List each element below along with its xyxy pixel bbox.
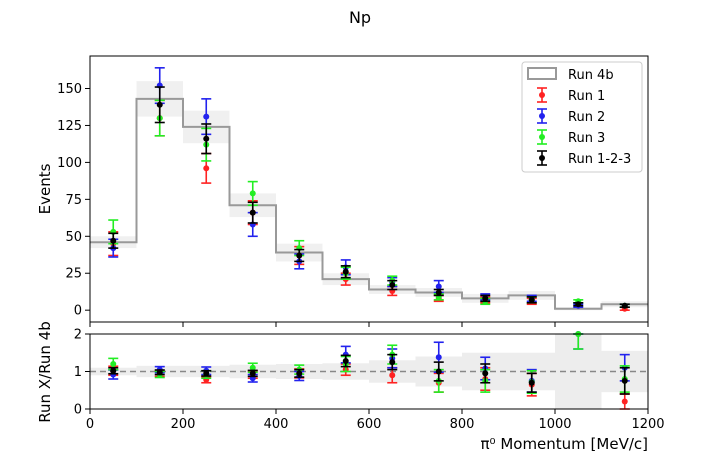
data-point (296, 252, 303, 259)
data-point (156, 369, 163, 376)
data-point (435, 289, 442, 296)
data-point (389, 359, 396, 366)
data-point (249, 364, 256, 371)
legend-items: Run 4b Run 1 Run 2 Run 3 Run 1-2-3 (527, 67, 631, 167)
legend-swatch-run-3 (537, 129, 547, 145)
x-axis: 0 200 400 600 800 1000 1200 (86, 409, 665, 432)
y-tick-label: 0 (74, 304, 82, 319)
y-tick-label: 100 (57, 156, 82, 171)
data-point (203, 370, 210, 377)
y-tick-label: 2 (74, 328, 82, 343)
y-tick-label: 1 (74, 365, 82, 380)
x-axis-label: π⁰ Momentum [MeV/c] (481, 435, 648, 453)
series-run-1-2-3 (108, 353, 630, 395)
data-point (342, 268, 349, 275)
top-panel: 0 25 50 75 100 125 150 Events (36, 55, 649, 327)
data-series (108, 67, 630, 312)
legend-swatch-run-4b (527, 67, 557, 80)
legend: Run 4b Run 1 Run 2 Run 3 Run 1-2-3 (521, 61, 643, 173)
data-point (528, 296, 535, 303)
ratio-y-axis-label: Run X/Run 4b (36, 321, 54, 422)
legend-label-run-3: Run 3 (568, 131, 605, 146)
data-point (482, 295, 489, 302)
data-point (389, 372, 396, 379)
data-point (528, 379, 535, 386)
data-point (389, 282, 396, 289)
y-tick-label: 25 (65, 267, 82, 282)
legend-marker (539, 113, 545, 119)
data-point (296, 370, 303, 377)
legend-frame (521, 61, 643, 173)
data-point (203, 165, 210, 172)
data-point (621, 377, 628, 384)
legend-marker (539, 92, 545, 98)
data-point (249, 370, 256, 377)
data-point (621, 398, 628, 405)
data-point (203, 135, 210, 142)
x-tick-label: 1000 (538, 417, 571, 432)
data-point (621, 302, 628, 309)
ratio-panel: 0 1 2 0 200 400 600 800 1000 1200 Run X/Run 4b (36, 321, 665, 432)
y-tick-label: 150 (57, 82, 82, 97)
legend-label-run-1: Run 1 (568, 89, 605, 104)
data-point (156, 101, 163, 108)
ratio-y-axis: 0 1 2 (74, 328, 90, 418)
data-point (110, 237, 117, 244)
x-tick-label: 1200 (631, 417, 664, 432)
data-point (575, 301, 582, 308)
reference-histogram (90, 97, 648, 310)
y-tick-label: 75 (65, 193, 82, 208)
y-tick-label: 125 (57, 119, 82, 134)
x-tick-label: 800 (450, 417, 475, 432)
x-tick-label: 600 (357, 417, 382, 432)
x-tick-label: 200 (171, 417, 196, 432)
data-point (482, 370, 489, 377)
chart-title: Np (349, 8, 371, 27)
data-point (110, 361, 117, 367)
top-y-axis: 0 25 50 75 100 125 150 (57, 82, 90, 319)
data-point (249, 209, 256, 216)
legend-label-run-2: Run 2 (568, 110, 605, 125)
data-point (435, 368, 442, 375)
data-point (435, 354, 442, 361)
data-point (203, 113, 210, 120)
x-tick-label: 400 (264, 417, 289, 432)
data-point (110, 367, 117, 374)
top-x-ticks (89, 322, 649, 327)
data-point (435, 283, 442, 290)
legend-swatch-run-1-2-3 (537, 150, 547, 166)
data-point (249, 190, 256, 197)
legend-label-run-4b: Run 4b (568, 68, 614, 83)
x-tick-label: 0 (86, 417, 94, 432)
data-point (342, 358, 349, 364)
top-y-axis-label: Events (36, 163, 54, 214)
legend-marker (539, 134, 545, 140)
legend-swatch-run-2 (537, 108, 547, 124)
y-tick-label: 50 (65, 230, 82, 245)
y-tick-label: 0 (74, 403, 82, 418)
legend-swatch-run-1 (537, 87, 547, 103)
legend-label-run-1-2-3: Run 1-2-3 (568, 152, 631, 167)
series-run-1-2-3 (108, 86, 630, 309)
legend-marker (539, 155, 545, 161)
